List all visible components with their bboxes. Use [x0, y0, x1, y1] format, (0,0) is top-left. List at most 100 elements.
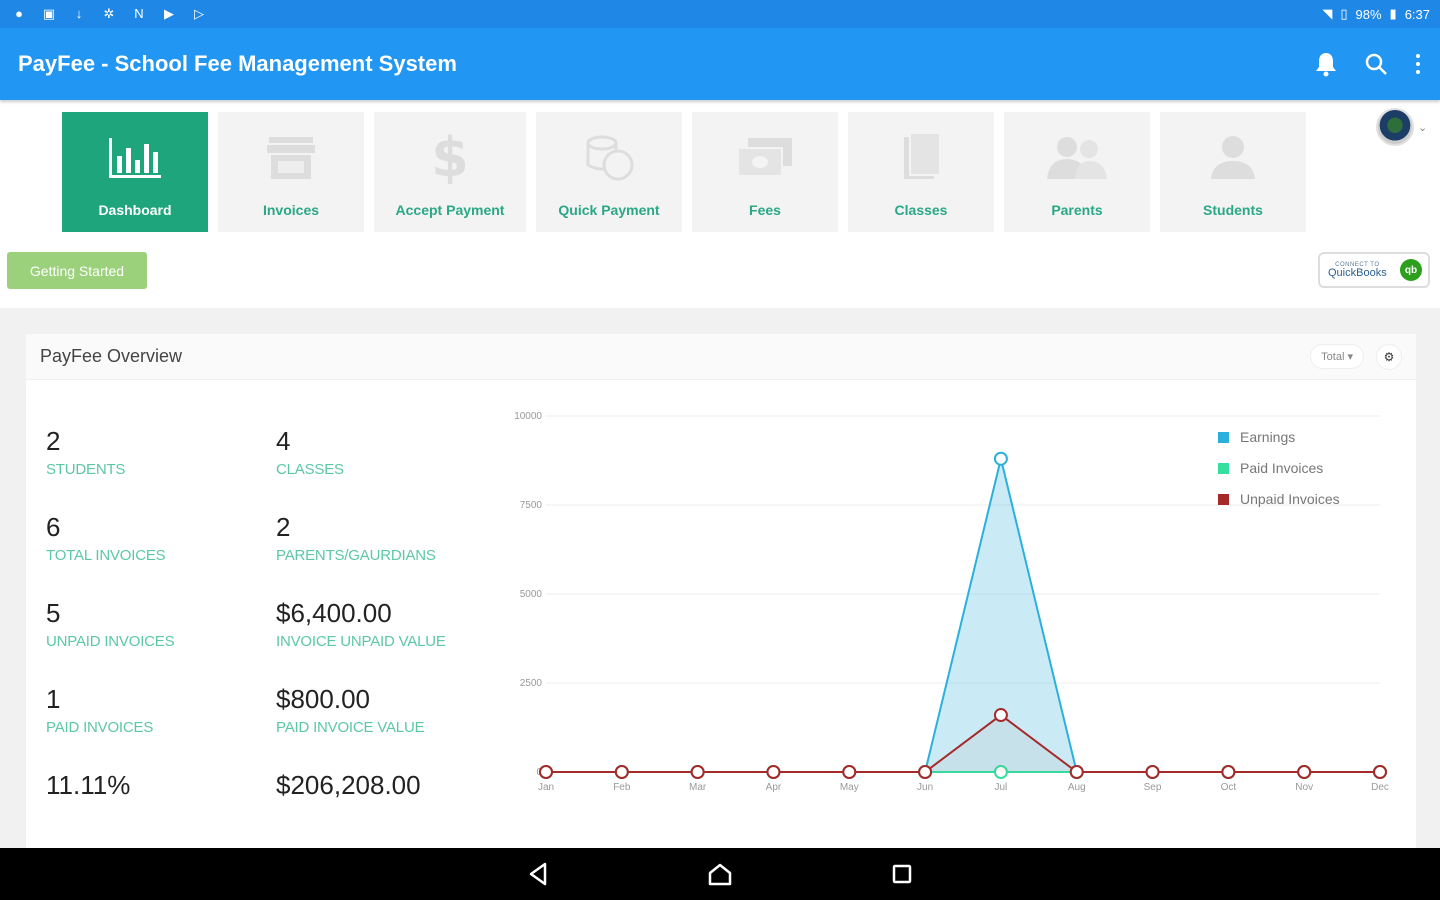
storefront-icon — [266, 130, 316, 186]
battery-icon: ▮ — [1389, 6, 1397, 21]
tile-classes[interactable]: Classes — [848, 112, 994, 232]
legend-swatch — [1218, 432, 1229, 443]
tile-label: Quick Payment — [558, 202, 660, 218]
data-point — [993, 765, 1008, 779]
x-tick-label: Feb — [613, 782, 631, 793]
clock: 6:37 — [1404, 6, 1430, 22]
app-title: PayFee - School Fee Management System — [18, 51, 457, 76]
caret-down-icon: ▾ — [1347, 351, 1353, 363]
notification-icons: ● ▣ ↓ ✲ N ▶ ▷ — [10, 7, 208, 21]
x-tick-label: May — [840, 782, 859, 793]
tile-fees[interactable]: Fees — [692, 112, 838, 232]
stat-unpaid-value: $6,400.00 INVOICE UNPAID VALUE — [276, 598, 486, 653]
tile-quick-payment[interactable]: Quick Payment — [536, 112, 682, 232]
stat-label: STUDENTS — [46, 461, 126, 478]
stat-label: PARENTS/GAURDIANS — [276, 547, 436, 564]
bar-chart-icon — [107, 130, 163, 186]
x-tick-label: Nov — [1295, 782, 1313, 793]
data-point — [690, 765, 705, 779]
status-bar: ● ▣ ↓ ✲ N ▶ ▷ ◥ ▯ 98% ▮ 6:37 — [0, 0, 1440, 28]
settings-button[interactable]: ⚙ — [1376, 343, 1402, 370]
home-button[interactable] — [704, 858, 736, 890]
user-icon — [1208, 130, 1258, 186]
tile-label: Parents — [1051, 202, 1103, 218]
data-point — [918, 765, 933, 779]
tile-label: Fees — [749, 202, 781, 218]
x-tick-label: Jul — [995, 782, 1008, 793]
module-tiles: Dashboard Invoices $ Accept Payment Quic… — [62, 112, 1306, 232]
data-point — [539, 765, 553, 779]
x-tick-label: Jun — [917, 782, 933, 793]
data-point — [614, 765, 629, 779]
x-tick-label: Dec — [1371, 782, 1389, 793]
tile-invoices[interactable]: Invoices — [218, 112, 364, 232]
app-bar: PayFee - School Fee Management System — [0, 28, 1440, 100]
overview-chart: 025005000750010000JanFebMarAprMayJunJulA… — [514, 411, 1389, 793]
quickbooks-logo-icon: qb — [1400, 259, 1422, 281]
money-icon — [736, 130, 794, 186]
signal-icon: ▯ — [1340, 6, 1348, 21]
data-point — [1373, 765, 1387, 779]
stat-classes: 4 CLASSES — [276, 426, 486, 481]
stat-value: 2 — [46, 426, 61, 456]
system-status: ◥ ▯ 98% ▮ 6:37 — [1322, 6, 1430, 22]
total-dropdown[interactable]: Total ▾ — [1310, 344, 1364, 369]
tile-label: Dashboard — [98, 202, 172, 218]
tile-label: Students — [1203, 202, 1263, 218]
tile-parents[interactable]: Parents — [1004, 112, 1150, 232]
x-tick-label: Apr — [766, 782, 782, 793]
stat-label: INVOICE UNPAID VALUE — [276, 633, 446, 650]
back-button[interactable] — [522, 858, 554, 890]
y-tick-label: 2500 — [520, 678, 543, 689]
getting-started-button[interactable]: Getting Started — [7, 252, 147, 289]
messenger-icon: ● — [15, 6, 23, 21]
stat-value: $800.00 — [276, 684, 370, 714]
tile-label: Invoices — [262, 202, 320, 218]
legend-label: Earnings — [1240, 429, 1295, 445]
book-icon — [898, 130, 944, 186]
stat-percentage: 11.11% — [46, 770, 276, 802]
legend-label: Paid Invoices — [1240, 460, 1323, 476]
total-label: Total — [1321, 351, 1345, 363]
tile-students[interactable]: Students — [1160, 112, 1306, 232]
stat-value: 2 — [276, 512, 291, 542]
stat-label: TOTAL INVOICES — [46, 547, 166, 564]
search-icon[interactable] — [1364, 52, 1388, 76]
data-point — [1145, 765, 1160, 779]
recents-button[interactable] — [886, 858, 918, 890]
panel-title: PayFee Overview — [40, 346, 183, 366]
stat-value: 11.11% — [46, 770, 131, 800]
download-icon: ↓ — [75, 6, 83, 21]
system-nav-bar — [0, 848, 1440, 900]
avatar — [1376, 108, 1414, 146]
data-point — [1069, 765, 1084, 779]
panel-header: PayFee Overview Total ▾ ⚙ — [26, 334, 1416, 380]
notifications-icon[interactable] — [1314, 51, 1338, 77]
profile-menu[interactable]: ⌄ — [1376, 108, 1427, 146]
stat-total-value: $206,208.00 — [276, 770, 486, 802]
connect-quickbooks-button[interactable]: CONNECT TO QuickBooks qb — [1318, 252, 1430, 288]
gear-icon: ⚙ — [1383, 349, 1395, 364]
qb-connect-label: CONNECT TO — [1335, 261, 1380, 268]
tile-accept-payment[interactable]: $ Accept Payment — [374, 112, 526, 232]
y-tick-label: 10000 — [514, 411, 542, 422]
data-point — [993, 451, 1008, 466]
play-icon: ▷ — [194, 6, 204, 21]
stat-value: $206,208.00 — [276, 770, 421, 800]
stat-value: 4 — [276, 426, 291, 456]
stat-label: UNPAID INVOICES — [46, 633, 175, 650]
x-tick-label: Mar — [689, 782, 707, 793]
stat-value: 6 — [46, 512, 61, 542]
stat-paid-value: $800.00 PAID INVOICE VALUE — [276, 684, 486, 739]
stat-label: PAID INVOICE VALUE — [276, 719, 425, 736]
tile-label: Classes — [894, 202, 948, 218]
series-line — [546, 713, 1380, 773]
tile-label: Accept Payment — [395, 202, 505, 218]
qb-brand-label: QuickBooks — [1328, 266, 1387, 279]
series-area — [546, 458, 1380, 772]
overflow-menu-icon[interactable] — [1414, 53, 1422, 75]
legend-swatch — [1218, 463, 1229, 474]
y-tick-label: 5000 — [520, 589, 543, 600]
battery-percent: 98% — [1355, 6, 1382, 22]
tile-dashboard[interactable]: Dashboard — [62, 112, 208, 232]
